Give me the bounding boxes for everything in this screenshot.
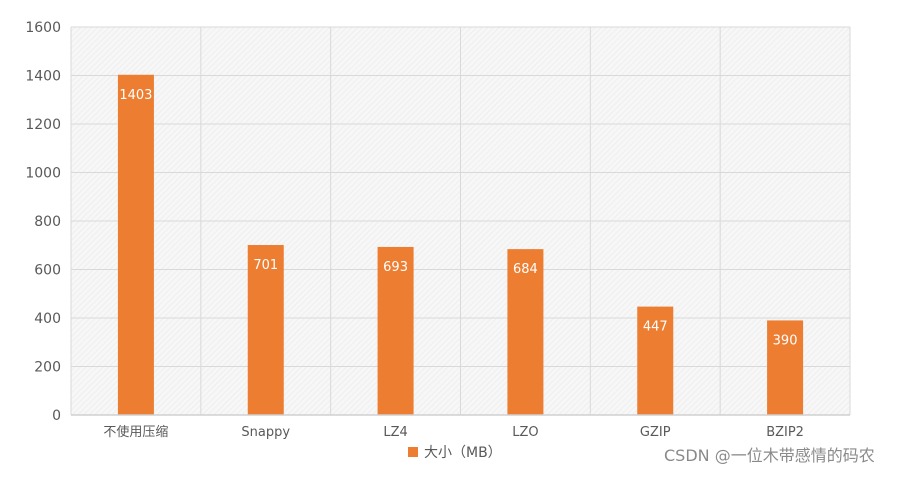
data-label: 684 (513, 262, 538, 277)
y-tick-label: 400 (34, 311, 61, 327)
bar (637, 306, 674, 415)
y-tick-label: 1200 (25, 117, 61, 133)
bar (767, 320, 804, 415)
x-tick-label: 不使用压缩 (103, 424, 168, 440)
x-tick-label: LZ4 (383, 425, 407, 440)
watermark: CSDN @一位木带感情的码农 (664, 446, 875, 465)
x-tick-label: BZIP2 (766, 425, 804, 440)
legend-label: 大小（MB） (424, 445, 502, 461)
bar (117, 74, 154, 416)
legend-swatch (408, 447, 418, 457)
bar (377, 246, 414, 415)
y-tick-label: 200 (34, 360, 61, 376)
y-tick-label: 1000 (25, 166, 61, 182)
bar (507, 249, 544, 415)
bar (247, 245, 284, 415)
data-label: 693 (383, 260, 408, 275)
y-tick-label: 600 (34, 263, 61, 279)
data-label: 447 (643, 320, 668, 335)
data-label: 390 (773, 333, 798, 348)
x-tick-label: GZIP (640, 425, 671, 440)
x-tick-label: Snappy (241, 425, 290, 440)
x-tick-label: LZO (512, 425, 538, 440)
y-tick-label: 800 (34, 214, 61, 230)
data-label: 1403 (119, 88, 152, 103)
y-tick-label: 1400 (25, 69, 61, 85)
y-tick-label: 1600 (25, 20, 61, 36)
y-tick-label: 0 (52, 408, 61, 424)
legend: 大小（MB） (408, 442, 502, 462)
data-label: 701 (253, 258, 278, 273)
